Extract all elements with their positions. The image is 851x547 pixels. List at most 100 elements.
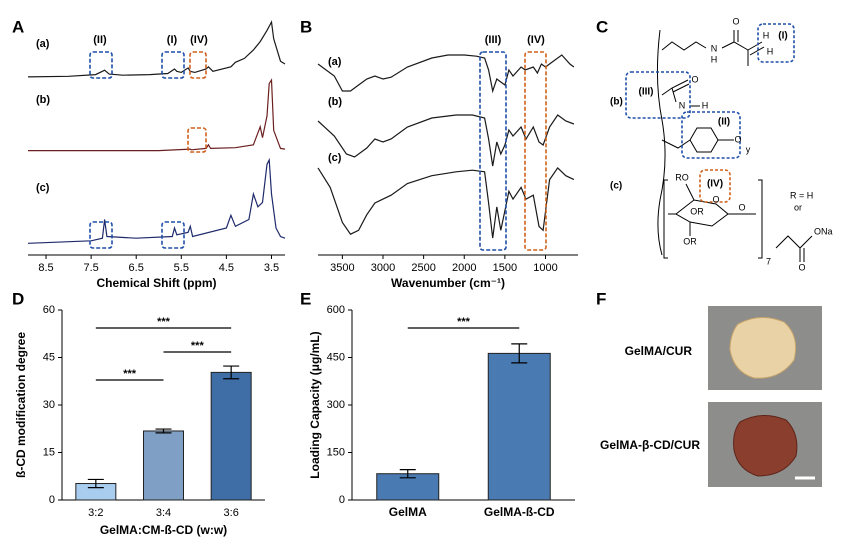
structure-label: (b) — [610, 97, 623, 108]
spectrum-line — [317, 114, 575, 167]
atom-label: y — [746, 144, 751, 154]
structure-line — [661, 41, 707, 51]
atom-label: N — [679, 100, 686, 110]
trace-label: (c) — [328, 152, 342, 164]
spectrum-line — [27, 157, 286, 244]
spectrum-line — [28, 78, 286, 152]
peak-box — [187, 127, 207, 153]
structure-note: or — [794, 202, 802, 212]
panel-label: B — [300, 17, 312, 36]
x-tick-label: 3500 — [330, 262, 354, 274]
x-tick-label: 2000 — [452, 262, 476, 274]
y-axis-title: ß-CD modification degree — [14, 332, 28, 478]
atom-label: 7 — [766, 256, 771, 266]
peak-label: (II) — [93, 34, 107, 46]
bar — [210, 371, 252, 501]
error-bar — [399, 469, 416, 479]
x-axis-title: Wavenumber (cm⁻¹) — [391, 276, 505, 290]
photo-panel: GelMA/CUR GelMA-β-CD/CUR — [600, 306, 822, 487]
panel-label: C — [596, 17, 608, 36]
atom-label: O — [712, 194, 719, 204]
peak-box — [524, 51, 547, 251]
error-bar — [155, 428, 172, 434]
significance-label: *** — [191, 340, 205, 352]
bar — [487, 352, 551, 501]
error-bar — [87, 478, 104, 489]
structure-line — [689, 127, 719, 153]
peak-box — [89, 51, 113, 79]
y-axis-title: Loading Capacity (μg/mL) — [308, 331, 322, 478]
peak-label: (III) — [485, 34, 502, 46]
trace-label: (a) — [328, 56, 342, 68]
x-tick-label: 1500 — [493, 262, 517, 274]
atom-label: RO — [675, 172, 689, 182]
x-axis-title: Chemical Shift (ppm) — [96, 276, 216, 290]
peak-label: (III) — [639, 87, 654, 98]
structure-labels: N H O H H (I) (b) (III) O N H (II) O y (… — [610, 16, 833, 272]
bar — [143, 430, 184, 501]
x-tick-label: 3:6 — [224, 507, 239, 519]
significance-label: *** — [457, 316, 471, 328]
y-tick-label: 0 — [49, 494, 55, 506]
x-tick-label: 7.5 — [83, 262, 98, 274]
y-tick-label: 30 — [43, 399, 55, 411]
atom-label: H — [767, 46, 774, 56]
spectrum-line — [317, 54, 575, 94]
panel-label: F — [596, 289, 606, 308]
x-tick-label: 2500 — [411, 262, 435, 274]
trace-label: (b) — [36, 94, 50, 106]
panel-label: D — [12, 289, 24, 308]
peak-label: (II) — [718, 117, 730, 128]
peak-box — [189, 51, 207, 79]
x-tick-label: 4.5 — [219, 262, 234, 274]
x-tick-label: 3000 — [371, 262, 395, 274]
atom-label: O — [734, 134, 741, 144]
x-tick-label: 6.5 — [129, 262, 144, 274]
y-tick-label: 45 — [43, 351, 55, 363]
x-tick-label: GelMA-ß-CD — [484, 505, 555, 519]
significance-label: *** — [157, 316, 171, 328]
trace-label: (a) — [36, 38, 50, 50]
atom-label: H — [763, 30, 770, 40]
x-tick-label: 1000 — [533, 262, 557, 274]
structure-line — [721, 30, 765, 66]
atom-label: N — [711, 43, 718, 53]
y-tick-label: 0 — [339, 494, 345, 506]
panel-label: A — [12, 17, 24, 36]
peak-label: (IV) — [707, 179, 723, 190]
photo-label: GelMA-β-CD/CUR — [600, 438, 700, 452]
structure-note: R = H — [790, 190, 813, 200]
error-bar — [223, 365, 240, 380]
structure-line — [668, 183, 756, 236]
atom-label: H — [711, 54, 718, 64]
x-axis-title: GelMA:CM-ß-CD (w:w) — [100, 523, 227, 537]
structure-line — [656, 29, 666, 256]
atom-label: O — [691, 74, 698, 84]
atom-label: O — [738, 202, 745, 212]
structure-line — [681, 111, 741, 159]
peak-label: (I) — [778, 31, 787, 42]
structure-line — [661, 79, 700, 107]
peak-box — [89, 221, 113, 249]
structure-line — [663, 179, 763, 259]
trace-label: (b) — [328, 96, 342, 108]
chemical-structure — [625, 23, 813, 262]
atom-label: O — [732, 16, 739, 26]
peak-box — [161, 51, 185, 79]
atom-label: OR — [690, 206, 704, 216]
atom-label: ONa — [814, 226, 833, 236]
x-tick-label: 3:2 — [88, 507, 103, 519]
error-bar — [511, 343, 528, 364]
atom-label: H — [702, 100, 709, 110]
structure-line — [757, 23, 795, 63]
photo-label: GelMA/CUR — [625, 344, 693, 358]
atom-label: OR — [683, 236, 697, 246]
peak-label: (I) — [167, 34, 178, 46]
hydrogel-image — [733, 415, 798, 477]
peak-box — [479, 51, 507, 251]
y-tick-label: 15 — [43, 446, 55, 458]
y-tick-label: 450 — [327, 351, 345, 363]
x-tick-label: GelMA — [389, 505, 427, 519]
peak-box — [161, 221, 185, 249]
